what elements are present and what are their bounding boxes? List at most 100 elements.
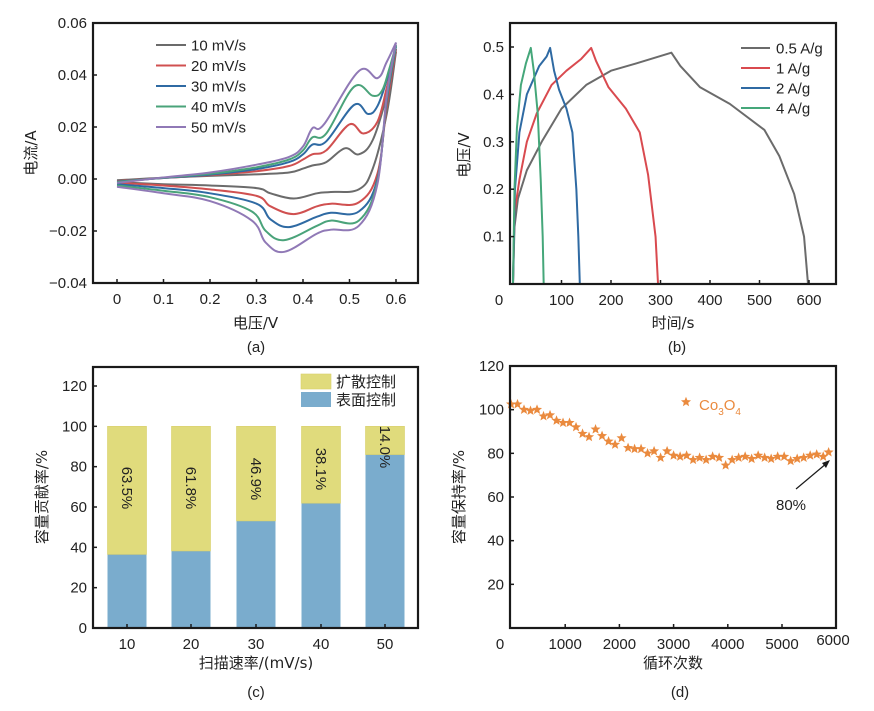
legend-label: 40 mV/s: [191, 99, 246, 116]
x-tick-label: 3000: [657, 636, 690, 653]
data-point-star: [616, 432, 627, 443]
cv-cathodic-40-mV-s: [116, 44, 397, 242]
x-tick-label: 40: [313, 636, 330, 653]
data-point-star: [610, 439, 621, 449]
y-tick-label: 120: [479, 358, 504, 375]
data-point-star: [636, 443, 647, 454]
y-tick-label: 0: [79, 620, 87, 637]
x-tick-label: 50: [377, 636, 394, 653]
x-tick-label: 5000: [765, 636, 798, 653]
legend-swatch-diffusion: [300, 373, 332, 390]
data-point-star: [623, 442, 634, 453]
annotation-80-percent: 80%: [776, 497, 806, 514]
data-point-star: [544, 409, 556, 420]
y-tick-label: 0.3: [483, 134, 504, 151]
x-tick-label: 0: [113, 291, 121, 308]
panel-label-c: (c): [247, 684, 265, 701]
bar-surface-20: [171, 550, 211, 628]
panel-c-frame: [91, 365, 420, 630]
legend-label-co3o4: Co3O4: [699, 397, 741, 418]
x-tick-label: 6000: [816, 632, 849, 649]
data-point-star: [551, 415, 562, 425]
data-point-star: [733, 452, 744, 462]
panel-b-frame: [508, 21, 838, 286]
data-point-star: [746, 453, 757, 464]
panel-d-cycling-stability: 0 1000 2000 3000 4000 5000 6000 20 40 60 80 100 120 循…: [450, 358, 850, 701]
x-tick-label: 0.6: [386, 291, 407, 308]
data-point-star: [571, 421, 582, 432]
y-tick-label: 0.2: [483, 181, 504, 198]
x-tick-label: 600: [796, 292, 821, 309]
data-point-star: [629, 443, 640, 454]
x-tick-label: 0: [496, 636, 504, 653]
bar-diffusion-30: [236, 426, 276, 522]
panel-label-b: (b): [668, 339, 686, 356]
x-tick-label: 0: [495, 292, 503, 309]
data-point-star: [590, 424, 601, 434]
legend-label-surface: 表面控制: [336, 392, 396, 409]
bar-data-label: 38.1%: [312, 448, 329, 491]
legend-label: 30 mV/s: [191, 79, 246, 96]
bar-data-label: 61.8%: [182, 467, 199, 510]
y-tick-label: 40: [70, 539, 87, 556]
y-tick-label: 100: [62, 418, 87, 435]
y-tick-label: 0.1: [483, 229, 504, 246]
data-point-star: [688, 454, 699, 465]
y-tick-label: 0.04: [58, 67, 87, 84]
gcd-curve-4-A-g: [511, 46, 545, 285]
data-point-star: [538, 410, 549, 421]
data-point-star: [811, 449, 822, 459]
data-point-star: [759, 452, 770, 462]
data-point-star: [603, 436, 614, 446]
data-point-star: [798, 452, 809, 462]
data-point-star: [525, 405, 536, 416]
cv-anodic-50-mV-s: [116, 42, 397, 184]
x-tick-label: 20: [183, 636, 200, 653]
x-tick-label: 200: [598, 292, 623, 309]
y-tick-label: 60: [487, 489, 504, 506]
y-axis-title: 电流/A: [22, 130, 40, 176]
data-point-star: [668, 450, 679, 460]
data-point-star: [662, 445, 673, 456]
y-tick-label: 40: [487, 533, 504, 550]
x-tick-label: 500: [747, 292, 772, 309]
panel-a-frame: [91, 21, 420, 285]
bar-surface-30: [236, 520, 276, 628]
data-point-star: [772, 451, 783, 461]
y-tick-label: 0.00: [58, 171, 87, 188]
legend-label: 4 A/g: [776, 101, 810, 118]
legend-label: 10 mV/s: [191, 38, 246, 55]
legend-label: 2 A/g: [776, 81, 810, 98]
x-tick-label: 1000: [549, 636, 582, 653]
data-point-star: [720, 460, 731, 470]
data-point-star: [649, 445, 660, 456]
gcd-curve-1-A-g: [511, 46, 660, 285]
data-point-star: [694, 452, 705, 462]
legend-sub-3: 3: [718, 407, 724, 418]
y-tick-label: 80: [487, 445, 504, 462]
x-tick-label: 10: [119, 636, 136, 653]
cv-cathodic-50-mV-s: [116, 42, 397, 254]
cv-cathodic-30-mV-s: [116, 46, 397, 229]
y-tick-label: 60: [70, 499, 87, 516]
annotation-arrow-line: [795, 462, 828, 490]
legend-o: O: [724, 397, 736, 414]
data-point-star: [714, 452, 725, 462]
data-point-star: [531, 404, 543, 414]
y-axis-title: 电压/V: [455, 132, 473, 178]
legend-sub-4: 4: [735, 407, 741, 418]
y-tick-label: 0.5: [483, 39, 504, 56]
data-point-star: [577, 428, 588, 438]
data-point-star: [805, 450, 816, 460]
data-point-star: [766, 453, 777, 464]
bar-surface-10: [107, 554, 147, 628]
y-tick-label: 20: [487, 576, 504, 593]
legend-co: Co: [699, 397, 718, 414]
y-tick-label: 80: [70, 459, 87, 476]
y-axis-title: 容量贡献率/%: [33, 450, 51, 544]
y-axis-title: 容量保持率/%: [450, 450, 468, 544]
bar-diffusion-50: [365, 426, 405, 455]
legend-label: 20 mV/s: [191, 58, 246, 75]
data-point-star: [675, 451, 686, 461]
annotation-arrow-head: [822, 460, 830, 468]
